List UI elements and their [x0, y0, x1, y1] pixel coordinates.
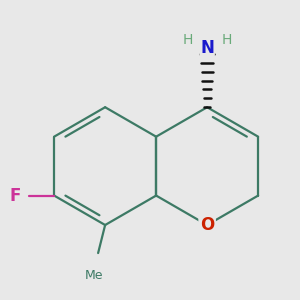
Text: F: F [9, 187, 21, 205]
Text: N: N [200, 39, 214, 57]
Text: Me: Me [85, 269, 103, 282]
Text: H: H [222, 33, 232, 47]
Text: H: H [182, 33, 193, 47]
Text: O: O [200, 216, 214, 234]
